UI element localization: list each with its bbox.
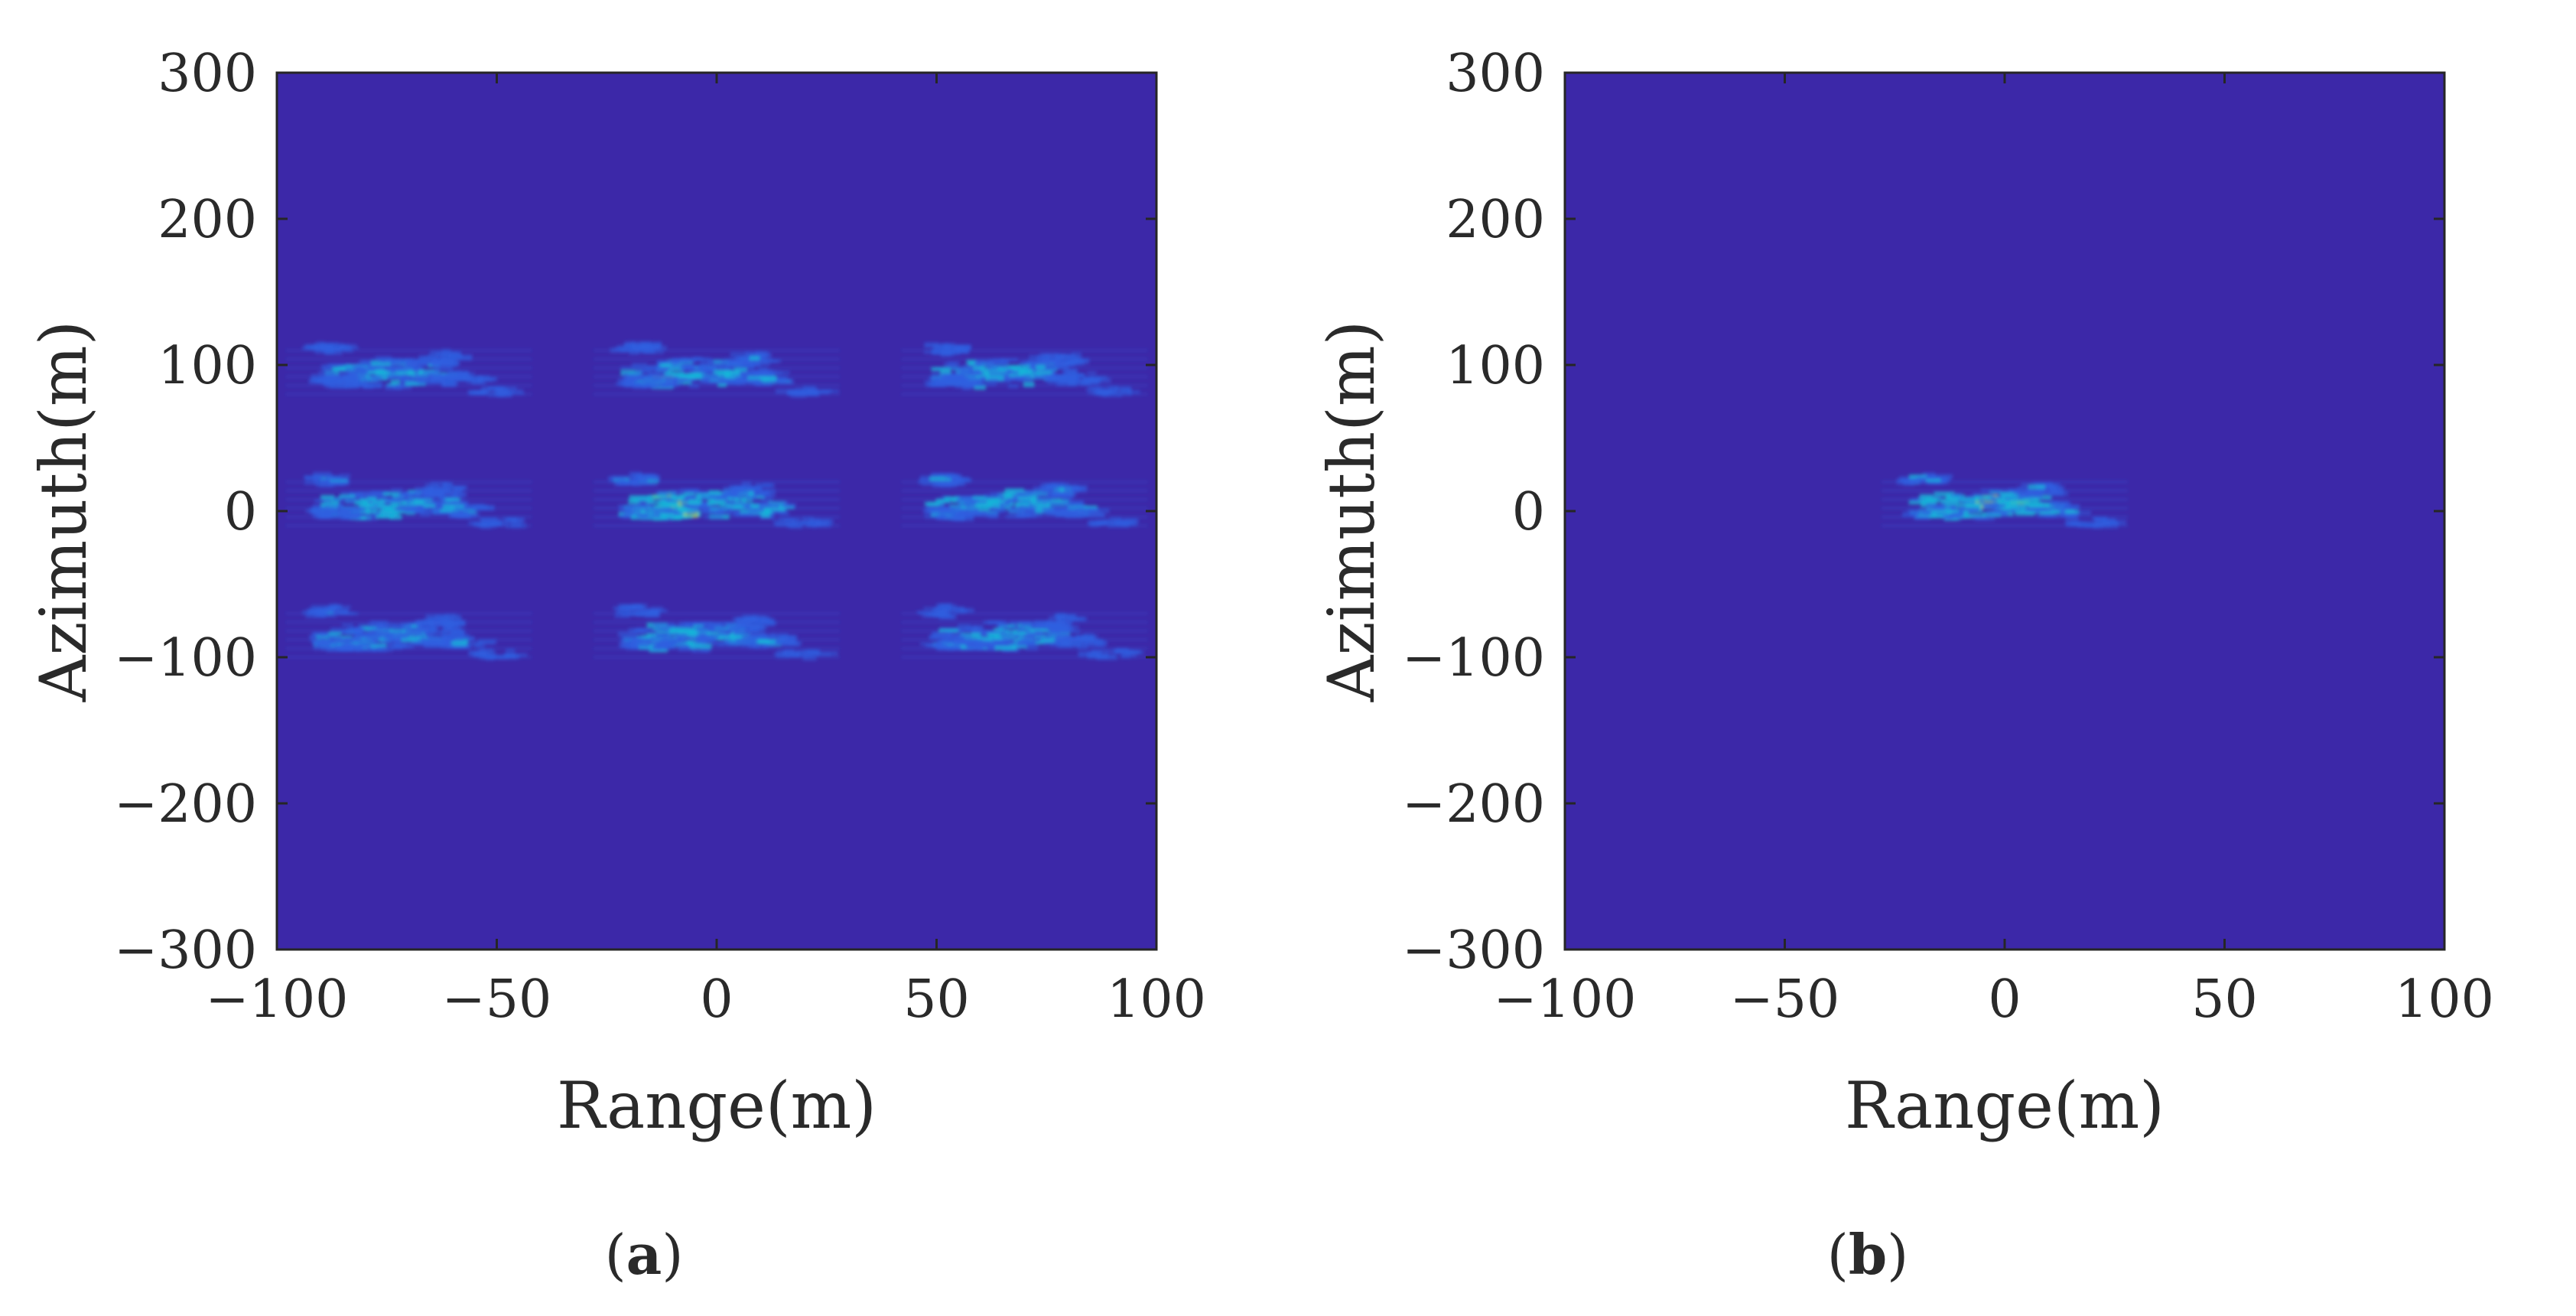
panel-a: −100 −50 0 50 100 −300 −200 −100 0 100 200 300 Range… — [26, 44, 1206, 1287]
x-tick-label: 100 — [2395, 969, 2494, 1030]
target-7 — [594, 603, 840, 661]
y-tick-label: −300 — [1402, 920, 1545, 981]
caption-a-letter: a — [626, 1222, 662, 1287]
target-6 — [285, 603, 532, 661]
y-tick-label: −200 — [1402, 774, 1545, 835]
target-3 — [285, 471, 532, 529]
chart-a: −100 −50 0 50 100 −300 −200 −100 0 100 200 300 Range… — [26, 44, 1206, 1143]
target-4 — [594, 471, 840, 529]
x-tick-label: −100 — [206, 969, 349, 1030]
y-tick-label: 0 — [224, 482, 257, 542]
y-axis-label: Azimuth(m) — [1314, 321, 1389, 703]
target-5 — [901, 472, 1148, 528]
caption-a: (a) — [604, 1222, 684, 1287]
y-tick-label: −200 — [114, 774, 257, 835]
x-axis-label: Range(m) — [557, 1068, 877, 1143]
y-tick-label: 300 — [158, 44, 257, 104]
image-targets — [285, 340, 1148, 661]
y-tick-label: −300 — [114, 920, 257, 981]
image-targets — [1882, 472, 2128, 529]
x-tick-label: −50 — [442, 969, 552, 1030]
caption-b: (b) — [1826, 1222, 1909, 1287]
x-tick-label: 50 — [2191, 969, 2258, 1030]
y-axis-label: Azimuth(m) — [26, 321, 101, 703]
x-tick-label: 50 — [903, 969, 970, 1030]
y-tick-label: 100 — [1446, 336, 1545, 396]
x-axis-label: Range(m) — [1845, 1068, 2165, 1143]
chart-b: −100 −50 0 50 100 −300 −200 −100 0 100 200 300 Range… — [1314, 44, 2494, 1143]
y-tick-label: −100 — [1402, 628, 1545, 689]
y-tick-label: 100 — [158, 336, 257, 396]
target-0 — [285, 341, 532, 398]
caption-b-letter: b — [1848, 1222, 1888, 1287]
target-8 — [901, 603, 1148, 660]
x-tick-label: −50 — [1730, 969, 1840, 1030]
target-1 — [594, 340, 840, 399]
x-tick-label: −100 — [1494, 969, 1637, 1030]
x-tick-label: 0 — [700, 969, 733, 1030]
y-tick-label: 200 — [1446, 190, 1545, 250]
y-tick-label: 0 — [1512, 482, 1545, 542]
y-tick-label: 200 — [158, 190, 257, 250]
y-tick-label: 300 — [1446, 44, 1545, 104]
panel-b: −100 −50 0 50 100 −300 −200 −100 0 100 200 300 Range… — [1288, 0, 2576, 1316]
x-tick-label: 100 — [1107, 969, 1206, 1030]
x-tick-label: 0 — [1988, 969, 2021, 1030]
target-0 — [1882, 472, 2128, 529]
y-tick-label: −100 — [114, 628, 257, 689]
target-2 — [901, 342, 1148, 398]
